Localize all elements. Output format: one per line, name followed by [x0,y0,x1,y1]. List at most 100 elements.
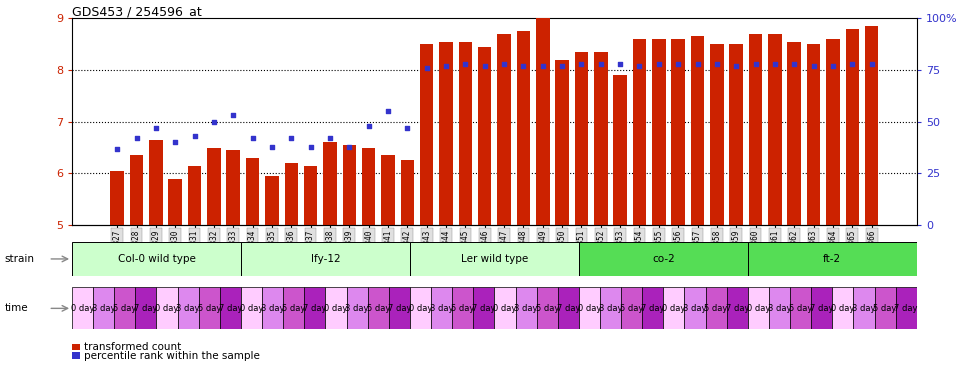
Bar [790,287,811,329]
Point [399,125,415,131]
Bar [149,140,162,225]
Bar [473,287,494,329]
Bar [114,287,135,329]
Text: 3 day: 3 day [430,304,453,313]
Point [496,61,512,67]
Bar [896,287,917,329]
Bar [241,287,262,329]
Bar [537,287,558,329]
Bar [594,52,608,225]
Bar [497,34,511,225]
Text: 0 day: 0 day [409,304,432,313]
Point [845,61,860,67]
Bar [368,287,389,329]
Point [612,61,628,67]
Point [555,63,570,69]
Text: 5 day: 5 day [874,304,897,313]
Bar [811,287,832,329]
Bar [227,150,240,225]
Bar [168,179,182,225]
Bar [178,287,199,329]
Point [187,133,203,139]
Point [303,143,319,149]
Point [574,61,589,67]
Text: 3 day: 3 day [515,304,538,313]
Text: 5 day: 5 day [536,304,559,313]
Bar [748,287,769,329]
Bar [671,39,684,225]
Bar [135,287,156,329]
Text: lfy-12: lfy-12 [311,254,340,264]
Text: transformed count: transformed count [84,342,181,352]
Text: 0 day: 0 day [156,304,179,313]
Point [458,61,473,67]
Bar [130,155,143,225]
Text: ft-2: ft-2 [824,254,841,264]
Point [206,119,222,124]
Point [593,61,609,67]
Bar [400,160,414,225]
Point [805,63,821,69]
Bar [558,287,579,329]
Point [109,146,125,152]
Bar [516,287,537,329]
Text: 3 day: 3 day [177,304,200,313]
Bar [431,287,452,329]
Bar [875,287,896,329]
Point [632,63,647,69]
Bar [324,142,337,225]
Bar [684,287,706,329]
Bar [652,39,665,225]
Point [651,61,666,67]
Point [826,63,841,69]
Bar [633,39,646,225]
Bar [410,242,579,276]
Text: 5 day: 5 day [282,304,305,313]
Bar [769,287,790,329]
Point [729,63,744,69]
Bar [304,287,325,329]
Bar [663,287,684,329]
Bar [806,44,821,225]
Bar [494,287,516,329]
Point [864,61,879,67]
Bar [440,42,453,225]
Bar [262,287,283,329]
Point [670,61,685,67]
Bar [710,44,724,225]
Text: 5 day: 5 day [789,304,812,313]
Point [477,63,492,69]
Text: 7 day: 7 day [726,304,749,313]
Bar [536,18,549,225]
Bar [768,34,781,225]
Text: 3 day: 3 day [852,304,876,313]
Bar [265,176,278,225]
Bar [516,31,530,225]
Text: co-2: co-2 [652,254,675,264]
Bar [727,287,748,329]
Bar [579,287,600,329]
Bar [846,29,859,225]
Text: 7 day: 7 day [219,304,242,313]
Text: 3 day: 3 day [599,304,622,313]
Text: 5 day: 5 day [113,304,136,313]
Bar [325,287,347,329]
Text: 7 day: 7 day [810,304,833,313]
Bar [241,242,410,276]
Text: 7 day: 7 day [472,304,495,313]
Text: 5 day: 5 day [705,304,728,313]
Bar [827,39,840,225]
Point [439,63,454,69]
Point [129,135,144,141]
Text: 7 day: 7 day [895,304,918,313]
Text: 7 day: 7 day [641,304,664,313]
Point [342,143,357,149]
Point [380,108,396,114]
Text: 7 day: 7 day [557,304,580,313]
Point [323,135,338,141]
Bar [555,60,569,225]
Bar [188,166,202,225]
Text: 0 day: 0 day [662,304,685,313]
Text: 7 day: 7 day [388,304,411,313]
Point [419,65,434,71]
